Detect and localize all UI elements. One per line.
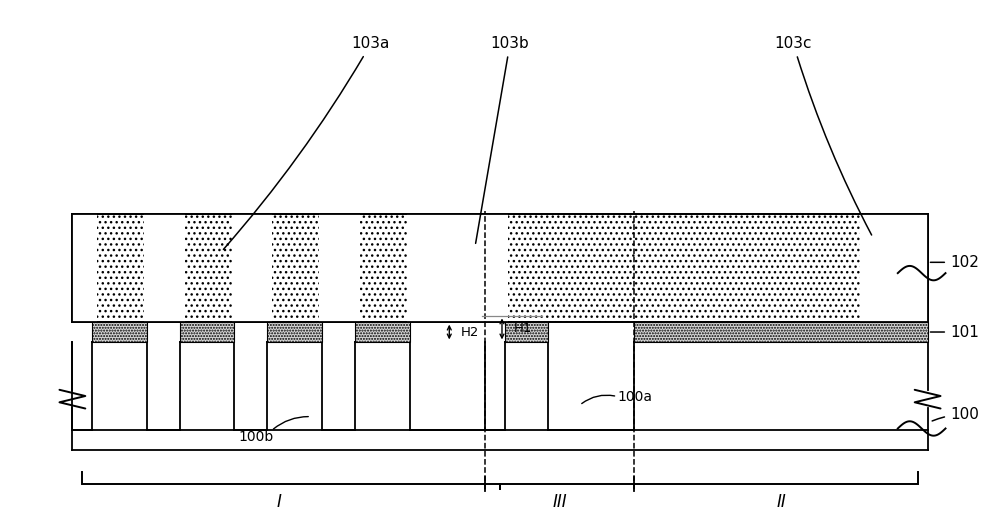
Bar — [144, 214, 185, 322]
Text: II: II — [776, 493, 786, 511]
Bar — [72, 214, 97, 322]
Bar — [505, 322, 548, 342]
Bar — [72, 214, 928, 322]
Text: 102: 102 — [930, 255, 979, 270]
Bar — [267, 322, 322, 342]
Bar — [72, 430, 928, 450]
Bar — [355, 342, 410, 430]
Text: 103a: 103a — [223, 36, 390, 250]
Bar — [634, 322, 928, 342]
Bar — [634, 342, 928, 430]
Text: H2: H2 — [461, 326, 480, 339]
Text: 100: 100 — [932, 407, 979, 422]
Text: 103c: 103c — [775, 36, 872, 235]
Bar — [92, 322, 147, 342]
Bar — [180, 322, 234, 342]
Bar — [92, 342, 147, 430]
Bar — [232, 214, 272, 322]
Text: 100b: 100b — [239, 431, 274, 445]
Bar — [72, 342, 485, 430]
Bar — [860, 214, 928, 322]
Bar — [267, 342, 322, 430]
Text: III: III — [552, 493, 567, 511]
Text: 103b: 103b — [476, 36, 529, 243]
Bar — [319, 214, 360, 322]
Text: H1: H1 — [514, 322, 532, 335]
Text: I: I — [276, 493, 281, 511]
Bar — [407, 214, 490, 322]
Bar — [482, 214, 508, 322]
Text: 101: 101 — [930, 324, 979, 340]
Text: 100a: 100a — [617, 389, 652, 404]
Bar — [485, 342, 634, 430]
Bar — [355, 322, 410, 342]
Bar — [180, 342, 234, 430]
